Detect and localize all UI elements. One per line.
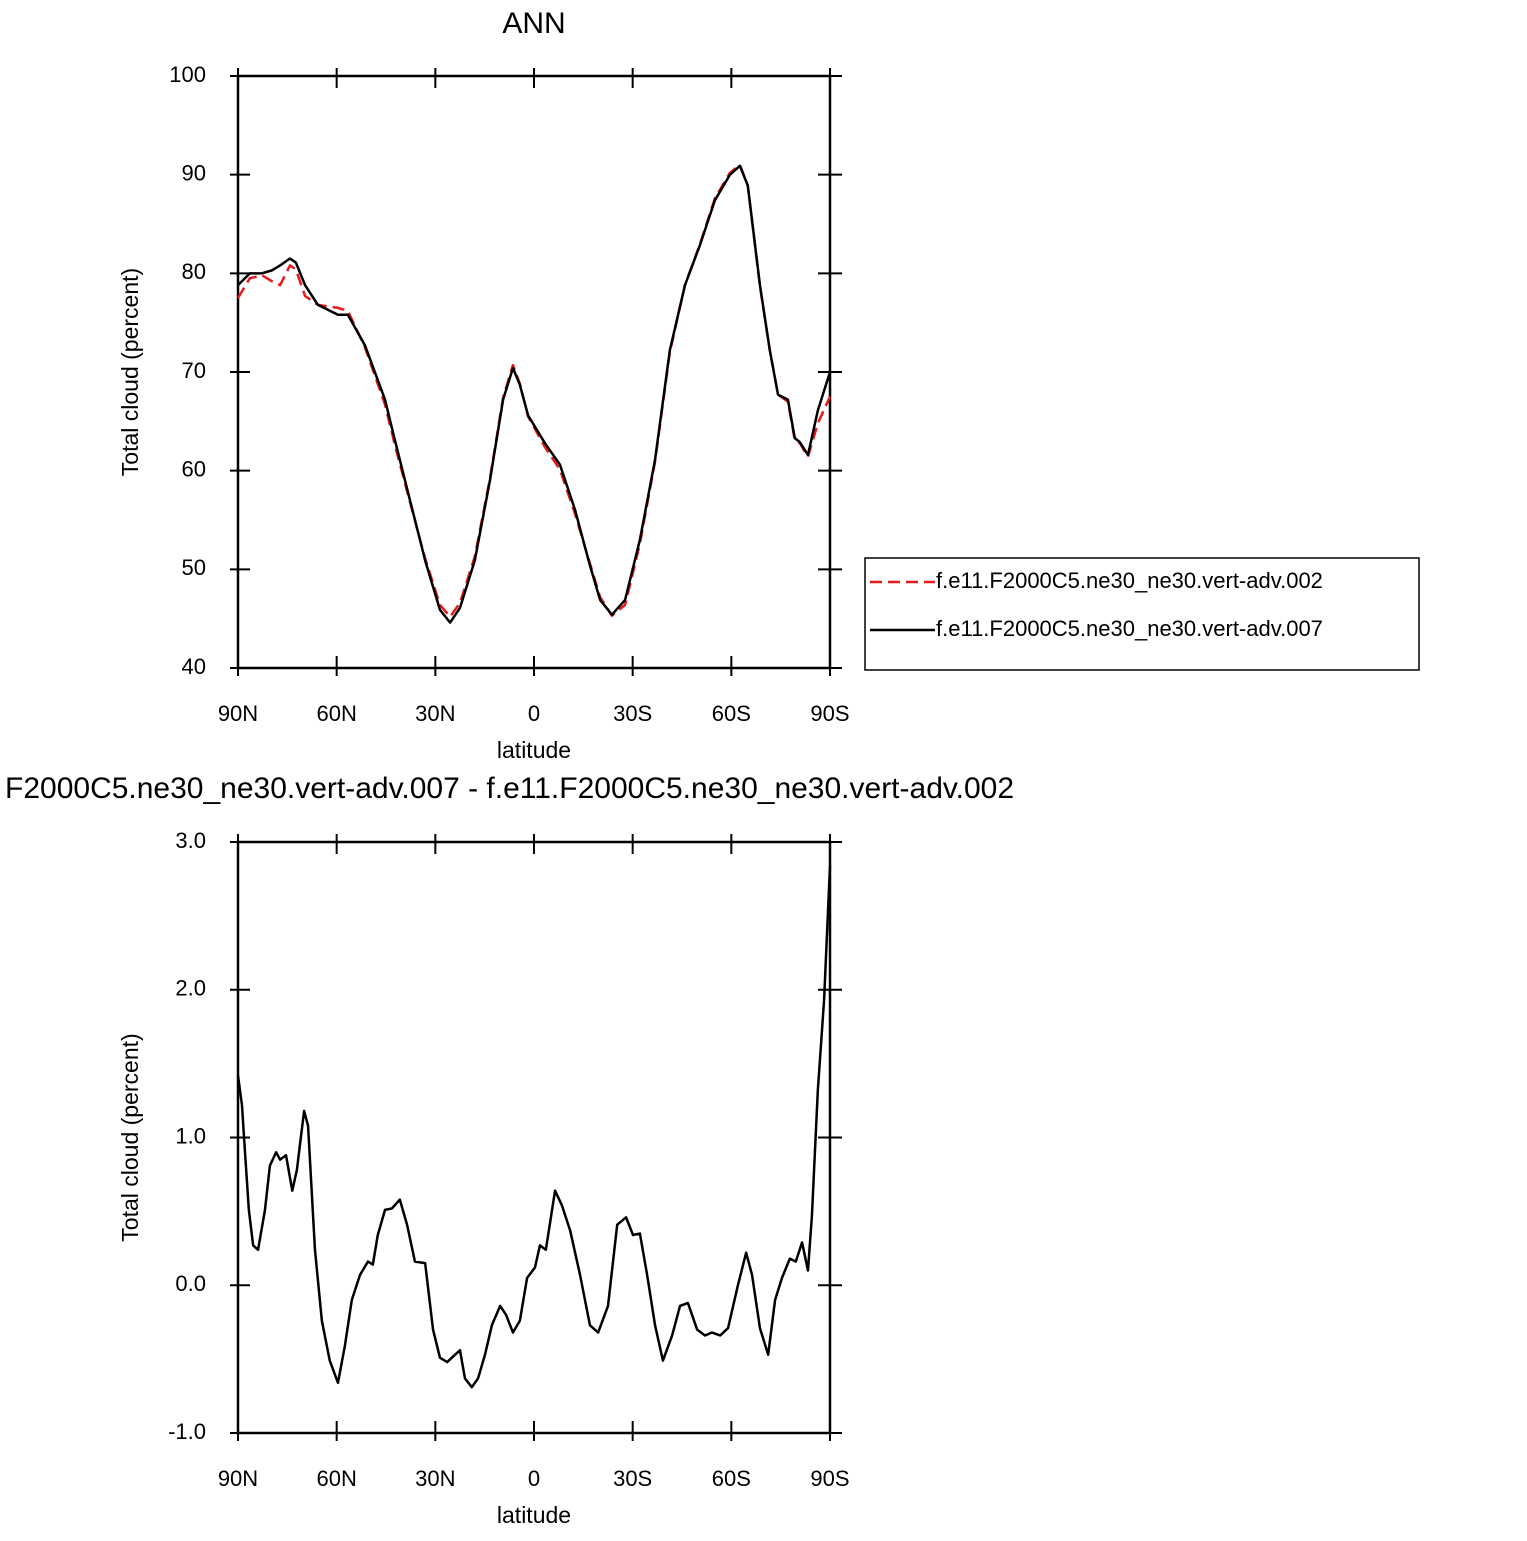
chart-title: F2000C5.ne30_ne30.vert-adv.007 - f.e11.F…: [5, 772, 1014, 805]
y-tick-label: 40: [182, 654, 206, 679]
y-tick-label: -1.0: [168, 1419, 206, 1444]
y-tick-label: 0.0: [175, 1271, 206, 1296]
x-tick-label: 60S: [712, 1466, 751, 1491]
y-tick-label: 60: [182, 456, 206, 481]
legend-label: f.e11.F2000C5.ne30_ne30.vert-adv.007: [936, 616, 1323, 641]
x-axis-label: latitude: [497, 737, 571, 763]
x-tick-label: 90S: [810, 1466, 849, 1491]
x-tick-label: 30N: [415, 1466, 455, 1491]
y-axis-label: Total cloud (percent): [117, 268, 143, 476]
x-axis-label: latitude: [497, 1502, 571, 1528]
y-tick-label: 90: [182, 160, 206, 185]
x-tick-label: 90N: [218, 1466, 258, 1491]
x-tick-label: 90S: [810, 701, 849, 726]
y-tick-label: 80: [182, 259, 206, 284]
y-tick-label: 70: [182, 358, 206, 383]
y-tick-label: 1.0: [175, 1123, 206, 1148]
x-tick-label: 60N: [316, 701, 356, 726]
x-tick-label: 30N: [415, 701, 455, 726]
data-line: [237, 164, 832, 624]
x-tick-label: 60S: [712, 701, 751, 726]
x-tick-label: 0: [528, 701, 540, 726]
y-tick-label: 100: [169, 62, 206, 87]
y-axis-label: Total cloud (percent): [117, 1033, 143, 1241]
legend-label: f.e11.F2000C5.ne30_ne30.vert-adv.002: [936, 568, 1323, 593]
chart-title: ANN: [502, 7, 565, 40]
x-tick-label: 90N: [218, 701, 258, 726]
data-line: [236, 163, 832, 618]
legend-box: [864, 557, 1420, 671]
y-tick-label: 2.0: [175, 976, 206, 1001]
y-tick-label: 50: [182, 555, 206, 580]
x-tick-label: 60N: [316, 1466, 356, 1491]
x-tick-label: 30S: [613, 701, 652, 726]
data-line: [236, 865, 832, 1389]
y-tick-label: 3.0: [175, 828, 206, 853]
x-tick-label: 30S: [613, 1466, 652, 1491]
plot-frame: [236, 74, 832, 670]
x-tick-label: 0: [528, 1466, 540, 1491]
